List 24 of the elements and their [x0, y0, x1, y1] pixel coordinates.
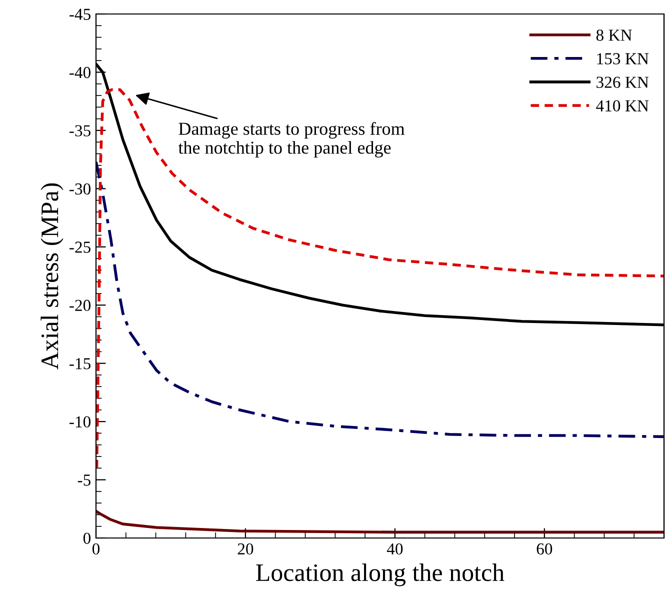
x-axis-title: Location along the notch — [256, 564, 504, 586]
legend-label: 410 KN — [596, 100, 649, 112]
x-tick-label: 20 — [238, 543, 254, 555]
y-tick-label: -30 — [70, 183, 91, 195]
x-tick-label: 60 — [536, 543, 552, 555]
y-tick-label: 0 — [83, 532, 91, 544]
legend-label: 326 KN — [596, 76, 649, 88]
x-tick-label: 40 — [386, 543, 403, 555]
y-tick-label: -5 — [78, 474, 90, 486]
annotation: Damage starts to progress from the notchtip to the panel edge — [178, 122, 405, 158]
y-tick-label: -45 — [70, 8, 90, 20]
legend-label: 8 KN — [596, 30, 632, 41]
y-tick-label: -25 — [70, 242, 90, 253]
line-series — [96, 88, 664, 470]
y-tick-label: -15 — [70, 358, 90, 370]
line-series — [96, 510, 664, 534]
legend-label: 153 KN — [597, 53, 649, 64]
y-tick-label: -40 — [70, 66, 91, 78]
y-tick-label: -20 — [70, 300, 91, 312]
line-series — [96, 160, 664, 438]
y-axis-title: Axial stress (MPa) — [40, 183, 64, 370]
y-tick-label: -35 — [70, 125, 90, 136]
x-tick-label: 0 — [92, 543, 100, 555]
y-tick-label: -10 — [70, 416, 91, 428]
